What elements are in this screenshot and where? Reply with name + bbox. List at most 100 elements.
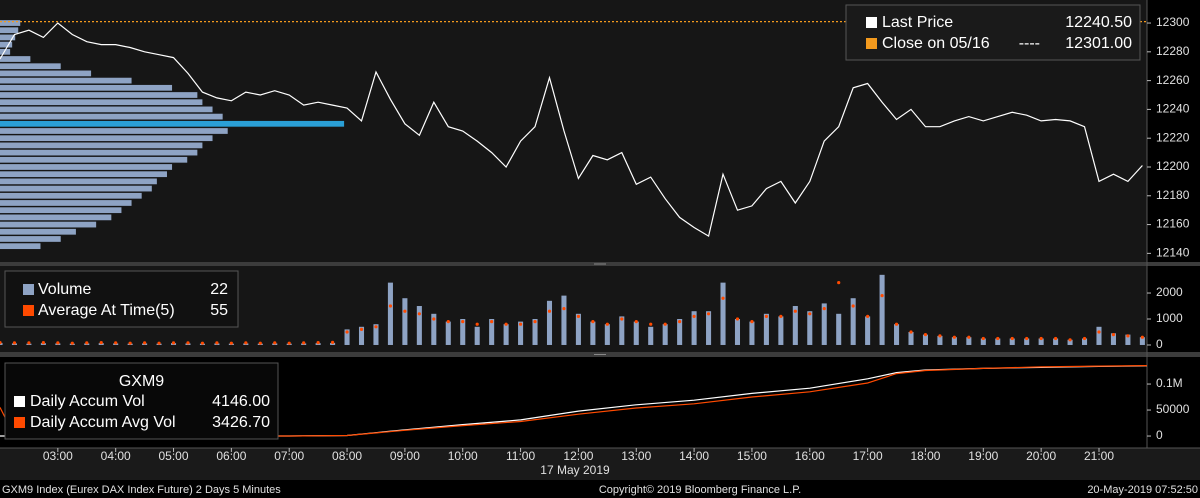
x-tick-label: 18:00 [910,449,940,463]
average-dot [764,314,769,319]
volume-profile-bar [0,171,167,178]
average-dot [779,314,783,319]
chart-1: 0 1000 2000 [0,274,1183,351]
volume-profile-bar [0,48,11,55]
average-dot [41,341,45,345]
average-dot [99,341,103,345]
average-dot [157,341,161,345]
average-dot [634,320,638,324]
average-dot [85,341,89,345]
volume-bar [590,321,596,345]
y-tick-label: 12260 [1156,73,1190,87]
legend-swatch [866,38,877,49]
average-dot [706,312,711,316]
average-dot [562,307,566,311]
y-tick-label: 50000 [1156,402,1190,416]
legend-value: 3426.70 [212,414,270,431]
plot-layer: 12140 12160 12180 12200 12220 12240 12260 12280… [0,4,1190,463]
average-dot [678,320,682,324]
legend-swatch [14,396,25,407]
x-tick-label: 21:00 [1084,449,1114,463]
volume-bar [358,326,365,345]
average-dot [605,322,609,326]
volume-bar [387,282,393,345]
volume-bar [995,338,1001,345]
average-dot [388,304,393,308]
volume-bar [373,324,379,345]
average-dot [1054,336,1058,341]
average-dot [518,322,523,326]
volume-profile-bar [0,99,203,106]
average-dot [1097,330,1101,334]
average-dot [490,320,494,324]
average-dot [229,341,233,345]
time-axis-band [0,448,1200,480]
legend-swatch [866,17,877,28]
average-dot [359,327,364,331]
volume-bar [879,274,885,345]
volume-bar [648,326,654,345]
volume-bar [850,298,856,345]
average-dot [1082,336,1087,341]
x-tick-label: 11:00 [506,449,535,463]
legend-swatch [23,284,34,295]
average-dot [880,294,884,298]
average-dot [287,341,291,345]
average-dot [128,341,132,345]
volume-bar [734,319,741,345]
volume-bar [980,338,986,345]
volume-profile-bar [0,128,228,134]
legend-label: Daily Accum Avg Vol [30,414,176,431]
x-tick-label: 06:00 [216,449,246,463]
y-tick-label: 12240 [1156,102,1190,116]
volume-bar [691,311,697,345]
volume-bar [1024,338,1030,345]
x-tick-label: 14:00 [679,449,709,463]
volume-bar [792,306,798,345]
volume-profile-bar [0,120,345,127]
volume-bar [344,329,350,345]
average-dot [316,341,320,345]
average-dot [649,322,653,326]
volume-bar [749,321,755,345]
average-dot [200,341,205,345]
chart-0: 12140 12160 12180 12200 12220 12240 12260 12280… [0,15,1190,260]
series-line [0,22,1143,238]
volume-bar [619,316,625,345]
x-tick-label: 15:00 [737,449,767,463]
average-dot [692,314,696,319]
x-axis-label: 17 May 2019 [540,463,610,477]
volume-bar [503,324,509,345]
legend-value: 4146.00 [212,393,270,410]
average-dot [374,325,378,329]
volume-bar [836,313,842,345]
y-tick-label: 0 [1156,428,1163,442]
y-tick-label: 12220 [1156,130,1190,144]
average-dot [12,341,17,345]
average-dot [446,320,450,324]
volume-bar [1009,338,1015,345]
legend-label: Daily Accum Vol [30,393,145,410]
x-tick-label: 20:00 [1026,449,1056,463]
volume-profile-bar [0,56,31,62]
average-dot [981,336,985,341]
volume-bar [0,342,3,345]
volume-bar [431,313,437,345]
legend-value: 12240.50 [1065,14,1132,31]
x-tick-label: 12:00 [563,449,593,463]
average-dot [114,341,118,345]
footer-center: Copyright© 2019 Bloomberg Finance L.P. [599,484,801,496]
average-dot [0,341,2,345]
volume-bar [865,316,871,345]
volume-profile-bar [0,113,223,120]
volume-bar [518,321,524,345]
average-dot [793,309,797,313]
average-dot [143,341,147,345]
average-dot [967,335,971,339]
legend-swatch [23,305,34,316]
volume-bar [677,319,683,345]
volume-bar [894,324,900,345]
volume-profile-bar [0,92,198,98]
volume-profile-bar [0,200,132,206]
volume-bar [720,282,726,345]
